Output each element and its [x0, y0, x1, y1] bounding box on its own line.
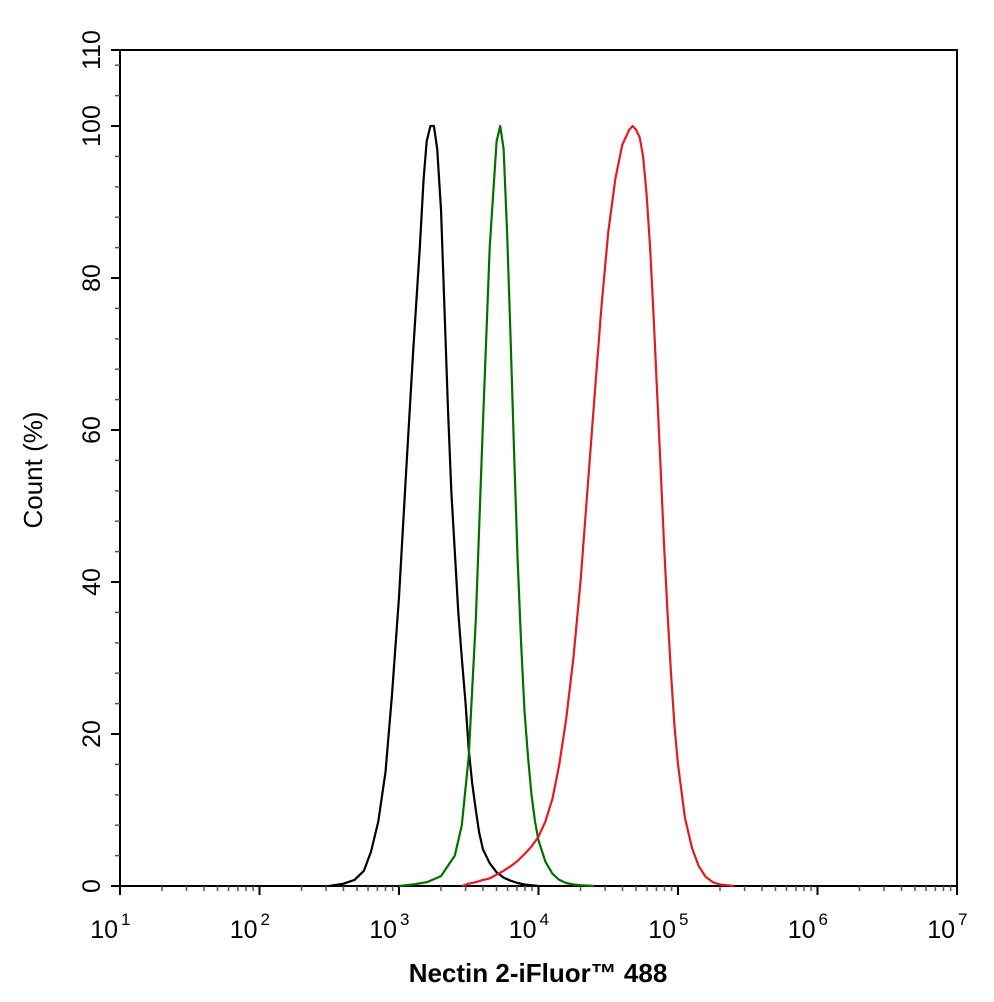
y-tick-label: 110 — [78, 30, 106, 70]
series-line-1 — [398, 124, 595, 888]
series-line-2 — [461, 124, 734, 888]
y-tick-label: 20 — [78, 720, 106, 748]
x-tick-base: 10 — [369, 916, 397, 944]
x-tick-exponent: 2 — [261, 910, 270, 929]
x-tick-base: 10 — [927, 916, 955, 944]
x-tick-exponent: 6 — [819, 910, 828, 929]
x-tick-label: 10 5 — [648, 910, 688, 944]
x-tick-exponent: 3 — [400, 910, 409, 929]
x-tick-base: 10 — [230, 916, 258, 944]
x-tick-base: 10 — [509, 916, 537, 944]
x-tick-exponent: 7 — [958, 910, 967, 929]
x-tick-exponent: 4 — [540, 910, 549, 929]
x-tick-label: 10 3 — [369, 910, 409, 944]
y-tick-label: 100 — [78, 105, 106, 147]
series-line-0 — [329, 124, 539, 888]
x-tick-label: 10 2 — [230, 910, 270, 944]
x-tick-label: 10 6 — [788, 910, 828, 944]
x-tick-label: 10 1 — [90, 910, 130, 944]
x-tick-base: 10 — [648, 916, 676, 944]
plot-frame — [119, 49, 958, 887]
x-tick-exponent: 5 — [679, 910, 688, 929]
x-tick-base: 10 — [788, 916, 816, 944]
y-tick-label: 80 — [78, 264, 106, 292]
y-tick-label: 0 — [78, 879, 106, 893]
axis-ticks — [111, 49, 958, 895]
y-axis-title: Count (%) — [18, 411, 48, 528]
x-tick-label: 10 7 — [927, 910, 967, 944]
x-tick-exponent: 1 — [121, 910, 130, 929]
x-axis-title: Nectin 2-iFluor™ 488 — [409, 958, 668, 988]
y-tick-label: 60 — [78, 416, 106, 444]
x-tick-label: 10 4 — [509, 910, 549, 944]
y-tick-label: 40 — [78, 568, 106, 596]
x-tick-base: 10 — [90, 916, 118, 944]
series-layer — [329, 124, 734, 888]
